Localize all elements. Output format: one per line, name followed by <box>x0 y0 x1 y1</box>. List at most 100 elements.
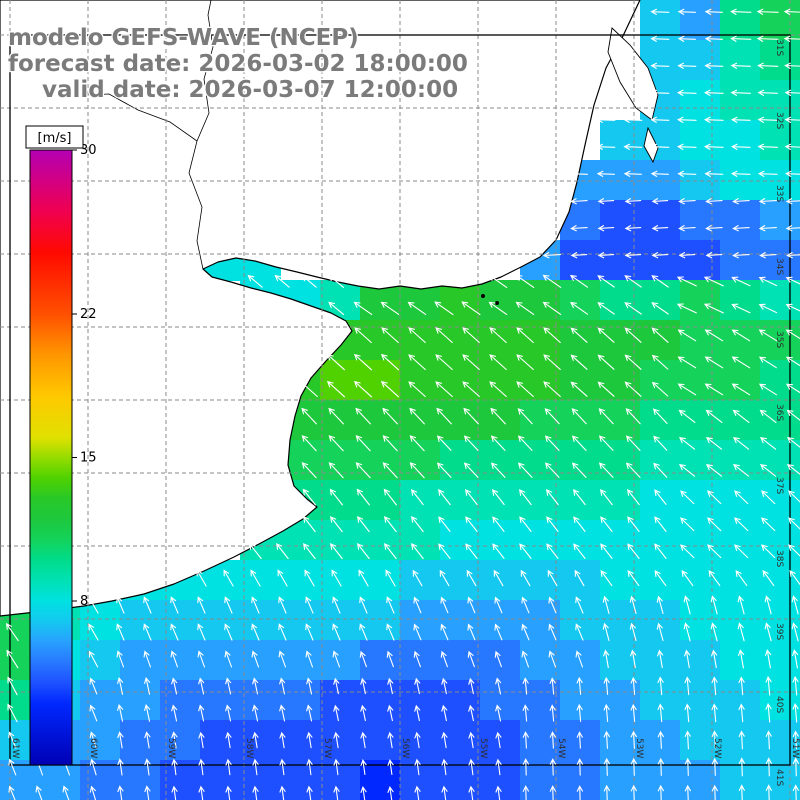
wind-speed-cell <box>440 600 481 641</box>
wind-arrow <box>414 758 421 776</box>
wind-speed-cell <box>680 80 721 121</box>
wind-arrow <box>597 225 615 232</box>
wind-arrow <box>492 543 505 559</box>
wind-arrow <box>791 595 799 615</box>
wind-arrow <box>170 596 179 614</box>
wind-arrow <box>468 758 475 776</box>
wind-arrow <box>711 649 718 669</box>
wind-arrow <box>328 462 344 479</box>
model-title: modelo GEFS-WAVE (NCEP) <box>8 25 359 51</box>
wind-speed-cell <box>120 600 161 641</box>
wind-arrow <box>490 407 506 425</box>
wind-arrow <box>570 252 588 259</box>
longitude-label: 59W <box>166 738 176 758</box>
wind-direction-arrows <box>5 8 800 800</box>
wind-arrow <box>704 8 723 15</box>
wind-arrow <box>756 35 779 42</box>
wind-speed-cell <box>120 680 161 721</box>
wind-arrow <box>654 516 667 532</box>
wind-arrow <box>117 731 124 749</box>
wind-arrow <box>468 677 475 695</box>
wind-arrow <box>516 354 534 371</box>
wind-arrow <box>441 677 448 695</box>
wind-arrow <box>116 596 125 614</box>
wind-speed-cell <box>680 760 721 800</box>
wind-speed-cell <box>720 760 761 800</box>
wind-arrow <box>382 462 398 479</box>
wind-arrow <box>651 354 669 370</box>
wind-arrow <box>730 35 752 42</box>
wind-speed-cell <box>560 520 601 561</box>
wind-arrow <box>408 381 426 398</box>
wind-arrow <box>737 622 745 642</box>
wind-speed-cell <box>440 760 481 800</box>
wind-speed-cell <box>320 480 361 521</box>
wind-speed-cell <box>480 400 521 441</box>
wind-arrow <box>599 488 613 506</box>
wind-arrow <box>489 327 507 344</box>
wind-arrow <box>387 731 394 749</box>
wind-speed-cell <box>600 360 641 401</box>
wind-speed-cell <box>480 760 521 800</box>
wind-arrow <box>711 676 718 696</box>
wind-speed-cell <box>720 320 761 361</box>
wind-arrow <box>332 623 341 641</box>
latitude-label: 36S <box>774 404 784 421</box>
colorbar-tick-label: 22 <box>80 307 97 322</box>
wind-arrow <box>248 542 262 560</box>
wind-arrow <box>252 677 259 695</box>
wind-arrow <box>522 731 529 749</box>
wind-arrow <box>576 785 584 800</box>
wind-speed-cell <box>400 680 441 721</box>
wind-arrow <box>678 198 696 205</box>
wind-speed-cell <box>120 760 161 800</box>
wind-arrow <box>761 490 776 505</box>
wind-arrow <box>677 8 696 15</box>
valid-date-label: valid date: 2026-03-07 12:00:00 <box>42 77 458 103</box>
wind-speed-cell <box>760 760 800 800</box>
wind-arrow <box>576 731 583 749</box>
wind-arrow <box>304 569 315 587</box>
wind-speed-cell <box>400 320 441 361</box>
wind-arrow <box>6 649 19 669</box>
wind-speed-cell <box>760 680 800 721</box>
wind-arrow <box>353 353 373 371</box>
wind-speed-cell <box>560 440 601 481</box>
wind-arrow <box>143 596 152 614</box>
wind-speed-cell <box>360 720 401 761</box>
wind-arrow <box>515 301 535 315</box>
wind-arrow <box>8 731 17 749</box>
wind-arrow <box>441 704 448 722</box>
wind-arrow <box>467 596 476 614</box>
wind-arrow <box>301 407 317 425</box>
wind-arrow <box>597 275 615 288</box>
wind-speed-cell <box>600 280 641 321</box>
wind-arrow <box>542 252 561 259</box>
wind-speed-cell <box>520 640 561 681</box>
wind-arrow <box>758 329 778 342</box>
wind-arrow <box>570 354 588 370</box>
wind-arrow <box>651 302 669 315</box>
wind-arrow <box>573 516 586 532</box>
wind-arrow <box>490 435 506 451</box>
wind-arrow <box>792 675 799 696</box>
wind-arrow <box>517 435 533 451</box>
wind-arrow <box>765 649 772 669</box>
wind-arrow <box>651 252 669 259</box>
wind-arrow <box>355 462 371 479</box>
wind-arrow <box>758 198 777 205</box>
wind-speed-cell <box>680 120 721 161</box>
wind-arrow <box>569 301 589 315</box>
wind-arrow <box>684 703 691 723</box>
wind-speed-cell <box>440 440 481 481</box>
wind-speed-cell <box>640 360 681 401</box>
wind-arrow <box>650 8 670 15</box>
wind-arrow <box>275 542 289 560</box>
wind-arrow <box>627 516 640 532</box>
wind-arrow <box>198 677 205 695</box>
wind-arrow <box>360 704 367 722</box>
wind-arrow <box>704 170 724 177</box>
wind-arrow <box>519 516 532 532</box>
wind-speed-cell <box>560 280 601 321</box>
